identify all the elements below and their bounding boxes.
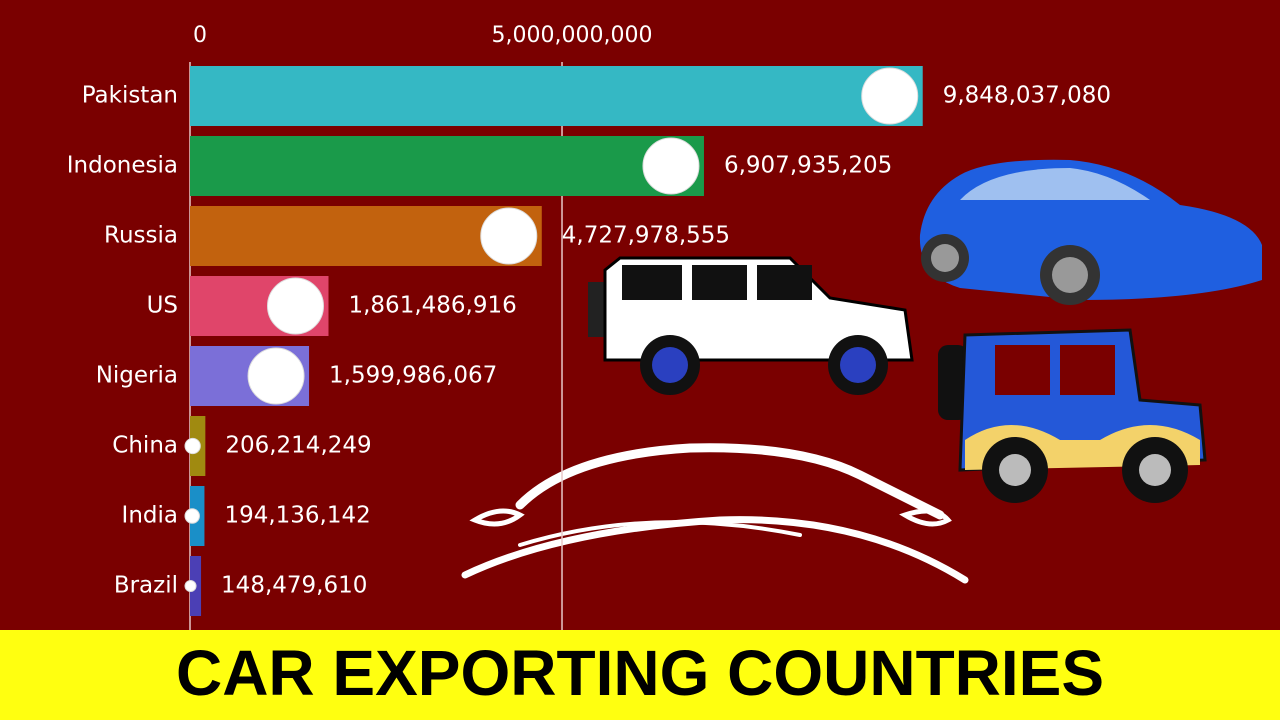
category-label: Indonesia bbox=[67, 153, 178, 179]
category-label: Russia bbox=[104, 223, 178, 249]
value-label: 4,727,978,555 bbox=[562, 223, 730, 249]
flag bbox=[247, 347, 305, 405]
category-label: India bbox=[122, 503, 178, 529]
flag bbox=[184, 579, 197, 593]
category-label: China bbox=[112, 433, 178, 459]
blue-jeep bbox=[938, 328, 1207, 503]
value-label: 194,136,142 bbox=[224, 503, 370, 529]
flag bbox=[184, 437, 201, 455]
value-label: 148,479,610 bbox=[221, 573, 367, 599]
category-label: Brazil bbox=[114, 573, 178, 599]
flag bbox=[184, 508, 200, 524]
bar bbox=[190, 136, 704, 196]
chart-title: CAR EXPORTING COUNTRIES bbox=[176, 637, 1104, 709]
title-banner bbox=[0, 630, 1280, 720]
value-label: 6,907,935,205 bbox=[724, 153, 892, 179]
flag bbox=[642, 137, 700, 195]
white-suv bbox=[588, 256, 914, 395]
bar bbox=[190, 66, 923, 126]
value-label: 1,861,486,916 bbox=[348, 293, 516, 319]
x-tick-label: 5,000,000,000 bbox=[492, 23, 653, 48]
category-label: US bbox=[147, 293, 178, 319]
flag bbox=[861, 67, 919, 125]
value-label: 9,848,037,080 bbox=[943, 83, 1111, 109]
blue-car bbox=[919, 159, 1262, 305]
category-label: Nigeria bbox=[96, 363, 178, 389]
category-label: Pakistan bbox=[82, 83, 178, 109]
car-outline bbox=[461, 443, 969, 584]
value-label: 206,214,249 bbox=[225, 433, 371, 459]
flag bbox=[480, 207, 538, 265]
flag bbox=[266, 277, 324, 335]
value-label: 1,599,986,067 bbox=[329, 363, 497, 389]
x-tick-label: 0 bbox=[193, 23, 207, 48]
